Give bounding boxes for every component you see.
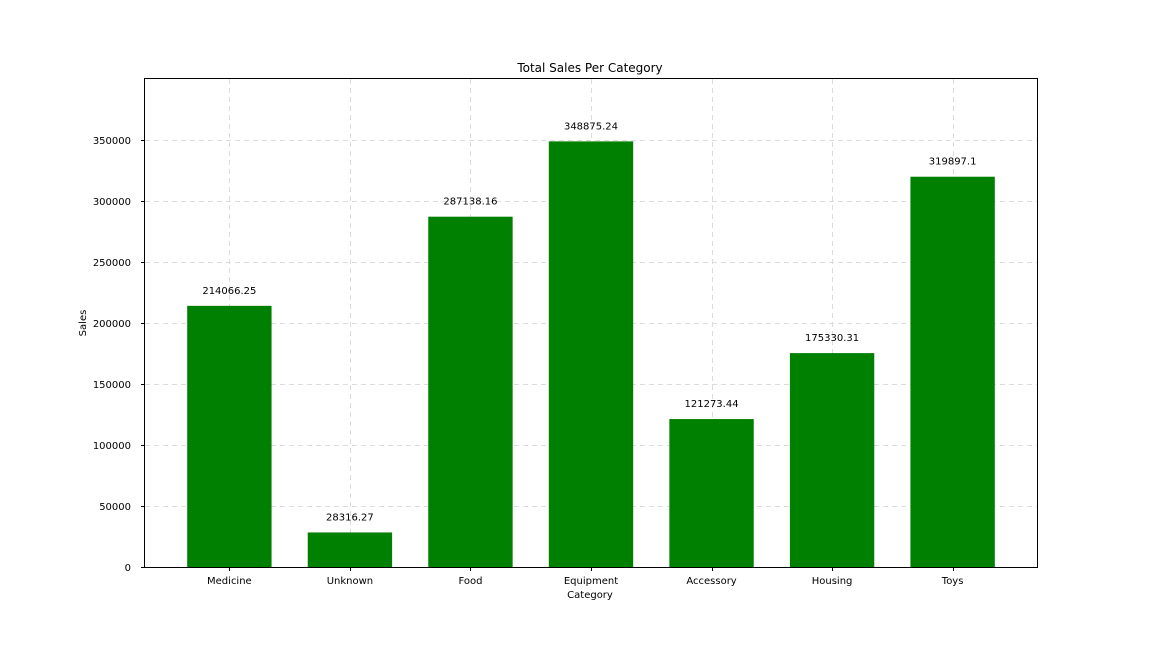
y-tick-label: 300000 (93, 197, 131, 208)
y-axis-ticks: 0 50000 100000 150000 200000 250000 300000 3500… (93, 136, 145, 574)
bars (187, 141, 995, 568)
x-tick-label: Food (458, 576, 482, 587)
y-tick-label: 350000 (93, 136, 131, 147)
y-axis-label: Sales (78, 310, 89, 337)
x-axis-ticks: Medicine Unknown Food Equipment Accessory Hou… (207, 567, 963, 587)
y-tick-label: 200000 (93, 319, 131, 330)
bar-unknown (307, 532, 393, 567)
x-tick-label: Unknown (327, 576, 373, 587)
bar-medicine (187, 305, 272, 567)
x-tick-label: Housing (812, 576, 853, 587)
chart-title: Total Sales Per Category (516, 61, 662, 75)
y-tick-label: 150000 (93, 380, 131, 391)
y-tick-label: 250000 (93, 258, 131, 269)
data-labels: 214066.25 28316.27 287138.16 348875.24 12127… (202, 121, 976, 523)
data-label: 287138.16 (443, 197, 497, 208)
bar-food (428, 216, 513, 567)
y-tick-label: 0 (125, 563, 131, 574)
data-label: 175330.31 (805, 333, 859, 344)
data-label: 214066.25 (202, 286, 256, 297)
data-label: 348875.24 (564, 121, 618, 132)
data-label: 319897.1 (929, 157, 977, 168)
bar-toys (910, 176, 995, 568)
bar-housing (789, 353, 875, 567)
x-axis-label: Category (567, 590, 613, 601)
x-tick-label: Accessory (686, 576, 736, 587)
x-tick-label: Medicine (207, 576, 252, 587)
bar-equipment (548, 141, 634, 568)
bar-accessory (669, 419, 754, 567)
data-label: 28316.27 (326, 512, 374, 523)
y-tick-label: 50000 (99, 502, 131, 513)
x-tick-label: Toys (941, 576, 964, 587)
x-tick-label: Equipment (564, 576, 618, 587)
y-tick-label: 100000 (93, 441, 131, 452)
data-label: 121273.44 (685, 399, 739, 410)
plot-frame (144, 78, 1038, 568)
